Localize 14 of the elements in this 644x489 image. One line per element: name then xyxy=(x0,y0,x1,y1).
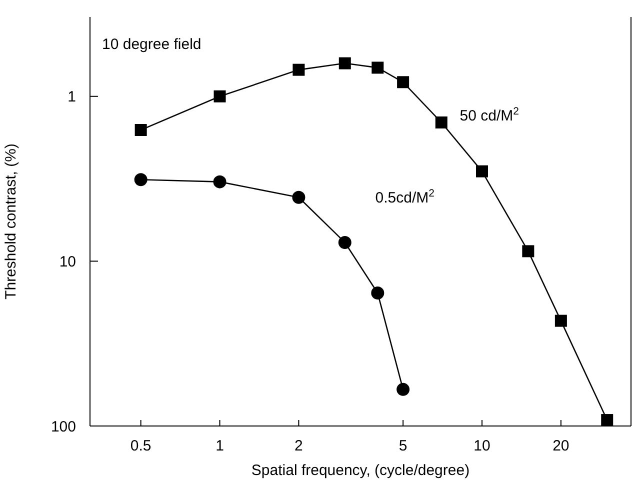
x-tick-label: 20 xyxy=(552,438,570,455)
x-tick-label: 5 xyxy=(398,438,408,455)
annotation: 10 degree field xyxy=(102,36,202,53)
x-tick-label: 0.5 xyxy=(130,438,152,455)
x-tick-label: 2 xyxy=(294,438,303,455)
y-tick-label: 100 xyxy=(50,418,76,436)
x-axis-title: Spatial frequency, (cycle/degree) xyxy=(251,462,470,479)
series-label: 50 cd/M$^{2}$ xyxy=(460,105,520,124)
x-tick-label: 10 xyxy=(474,438,490,455)
y-axis-title: Threshold contrast, (%) xyxy=(2,144,20,300)
y-tick-label: 1 xyxy=(68,88,76,106)
y-tick-label: 10 xyxy=(59,254,76,271)
x-tick-label: 1 xyxy=(216,438,224,455)
text: 0.5cd/M$^{2}$ xyxy=(375,187,435,206)
